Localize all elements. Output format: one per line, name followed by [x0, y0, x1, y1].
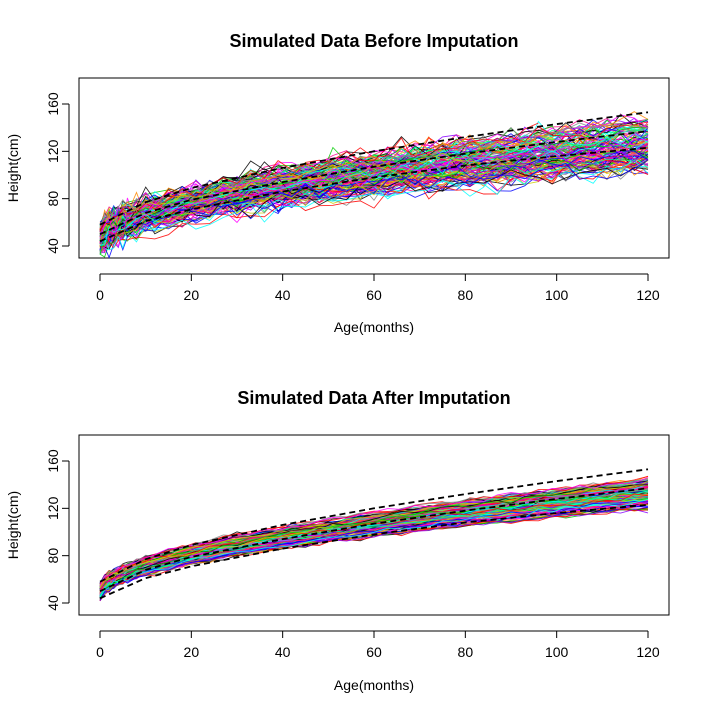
chart-panel-before: Simulated Data Before Imputation 0 20 40 60… — [5, 31, 670, 335]
x-tick-label: 120 — [636, 644, 660, 660]
plot-frame-after — [78, 434, 670, 616]
trajectory-lines-after — [99, 475, 649, 602]
trajectory-line — [99, 491, 649, 596]
y-axis-after: 40 80 120 160 — [45, 449, 70, 611]
trajectory-line — [99, 490, 649, 589]
trajectory-line — [99, 496, 649, 587]
reference-line-lower — [99, 503, 649, 600]
trajectory-line — [99, 477, 649, 587]
reference-line-upper — [99, 111, 649, 226]
trajectory-line — [99, 121, 649, 232]
x-tick-label: 100 — [545, 644, 569, 660]
x-axis-after: 0 20 40 60 80 100 120 — [96, 630, 660, 660]
reference-lines-after — [99, 468, 649, 600]
trajectory-line — [99, 488, 649, 591]
x-tick-label: 0 — [96, 644, 104, 660]
x-axis-before: 0 20 40 60 80 100 120 — [96, 273, 660, 303]
y-tick-label: 160 — [45, 449, 61, 473]
x-tick-label: 80 — [458, 287, 474, 303]
x-tick-label: 60 — [366, 287, 382, 303]
y-tick-label: 80 — [45, 191, 61, 207]
reference-line-middle — [99, 487, 649, 593]
trajectory-line — [99, 137, 649, 246]
trajectory-line — [99, 164, 649, 252]
trajectory-line — [99, 159, 649, 226]
x-tick-label: 60 — [366, 644, 382, 660]
chart-title-before: Simulated Data Before Imputation — [229, 31, 518, 51]
trajectory-line — [99, 499, 649, 598]
x-axis-label-after: Age(months) — [334, 677, 414, 693]
y-axis-label-before: Height(cm) — [5, 134, 21, 202]
x-tick-label: 20 — [184, 644, 200, 660]
y-axis-before: 40 80 120 160 — [45, 92, 70, 254]
reference-line-middle — [99, 130, 649, 236]
y-tick-label: 80 — [45, 548, 61, 564]
plot-frame-before — [78, 77, 670, 259]
trajectory-line — [99, 147, 649, 236]
trajectory-lines-before — [99, 111, 649, 259]
trajectory-line — [99, 508, 649, 598]
trajectory-line — [99, 111, 649, 247]
reference-lines-before — [99, 111, 649, 243]
chart-title-after: Simulated Data After Imputation — [237, 388, 510, 408]
x-tick-label: 80 — [458, 644, 474, 660]
trajectory-line — [99, 151, 649, 245]
reference-line-lower — [99, 146, 649, 243]
trajectory-line — [99, 499, 649, 591]
y-tick-label: 40 — [45, 595, 61, 611]
x-tick-label: 40 — [275, 644, 291, 660]
trajectory-line — [99, 157, 539, 246]
x-tick-label: 20 — [184, 287, 200, 303]
x-axis-label-before: Age(months) — [334, 319, 414, 335]
y-tick-label: 160 — [45, 92, 61, 116]
trajectory-line — [99, 527, 333, 588]
x-tick-label: 0 — [96, 287, 104, 303]
x-tick-label: 100 — [545, 287, 569, 303]
x-tick-label: 120 — [636, 287, 660, 303]
y-tick-label: 120 — [45, 496, 61, 520]
y-tick-label: 120 — [45, 139, 61, 163]
reference-line-upper — [99, 468, 649, 583]
y-axis-label-after: Height(cm) — [5, 491, 21, 559]
trajectory-line — [99, 122, 649, 229]
chart-panel-after: Simulated Data After Imputation 0 20 40 60 8… — [5, 388, 670, 693]
y-tick-label: 40 — [45, 238, 61, 254]
x-tick-label: 40 — [275, 287, 291, 303]
